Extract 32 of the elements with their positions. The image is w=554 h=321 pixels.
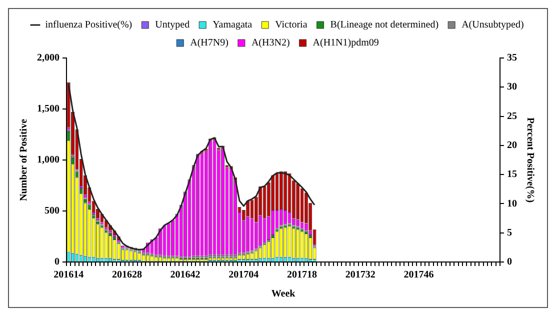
legend-label: A(Unsubtyped) — [462, 20, 524, 31]
legend-label: A(H3N2) — [251, 38, 290, 49]
y-tick-label: 0 — [54, 256, 60, 268]
legend-label: influenza Positive(%) — [45, 20, 132, 31]
y-axis-title: Number of Positive — [18, 118, 30, 202]
y2-tick-label: 10 — [507, 198, 517, 210]
x-tick-label: 201628 — [112, 270, 142, 281]
y-tick-label: 1,000 — [37, 154, 60, 166]
x-tick-label: 201614 — [54, 270, 84, 281]
y2-tick-label: 0 — [507, 256, 512, 268]
y2-axis-title: Percent Positive(%) — [524, 117, 536, 203]
y-tick-label: 500 — [44, 206, 60, 217]
y2-tick-label: 15 — [507, 169, 517, 180]
x-tick-label: 201746 — [404, 270, 434, 281]
y2-tick-label: 5 — [507, 227, 512, 238]
y-tick-label: 1,500 — [37, 104, 60, 115]
legend-label: A(H1N1)pdm09 — [312, 38, 379, 49]
y2-tick-label: 30 — [507, 82, 517, 93]
legend-label: Untyped — [155, 20, 190, 31]
legend-label: A(H7N9) — [190, 38, 228, 49]
x-tick-label: 201642 — [170, 270, 200, 281]
x-tick-label: 201732 — [345, 270, 376, 281]
x-tick-label: 201718 — [287, 270, 318, 281]
y2-tick-label: 35 — [507, 52, 517, 64]
legend-label: Victoria — [275, 20, 308, 31]
y2-tick-label: 25 — [507, 110, 517, 122]
x-tick-label: 201704 — [228, 270, 259, 281]
legend-label: Yamagata — [212, 20, 253, 31]
legend-label: B(Lineage not determined) — [330, 20, 439, 31]
y-tick-label: 2,000 — [37, 52, 60, 64]
x-axis-title: Week — [271, 288, 296, 300]
y2-tick-label: 20 — [507, 140, 517, 152]
